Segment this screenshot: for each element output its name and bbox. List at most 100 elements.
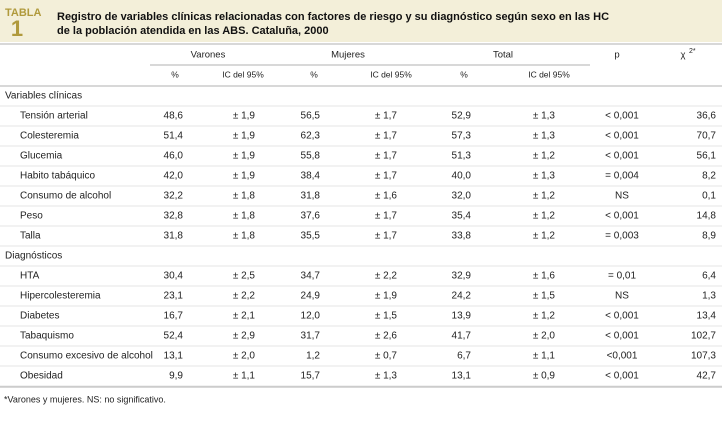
- cell: < 0,001: [605, 151, 639, 162]
- cell: ± 1,7: [375, 111, 398, 122]
- cell: 1,3: [702, 291, 716, 302]
- cell: 32,0: [452, 191, 472, 202]
- cell: 31,7: [301, 331, 321, 342]
- cell: ± 1,3: [375, 371, 398, 382]
- cell: NS: [615, 191, 629, 202]
- cell: Tabaquismo: [20, 331, 74, 342]
- cell: 62,3: [301, 131, 321, 142]
- cell: ± 1,2: [533, 211, 556, 222]
- cell: 51,4: [164, 131, 184, 142]
- cell: 38,4: [301, 171, 321, 182]
- group-header: Varones: [191, 50, 226, 61]
- cell: 23,1: [164, 291, 184, 302]
- cell: 102,7: [691, 331, 716, 342]
- cell: ± 1,9: [233, 151, 256, 162]
- cell: 13,1: [164, 351, 184, 362]
- cell: 30,4: [164, 271, 184, 282]
- cell: ± 1,9: [233, 131, 256, 142]
- sub-header: IC del 95%: [370, 69, 412, 79]
- cell: 34,7: [301, 271, 321, 282]
- cell: ± 1,3: [533, 171, 556, 182]
- chi-superscript: 2*: [689, 48, 696, 55]
- cell: 37,6: [301, 211, 321, 222]
- cell: Obesidad: [20, 371, 63, 382]
- cell: ± 1,6: [375, 191, 398, 202]
- cell: 51,3: [452, 151, 472, 162]
- cell: 14,8: [697, 211, 717, 222]
- cell: ± 1,6: [533, 271, 556, 282]
- cell: ± 2,0: [533, 331, 556, 342]
- cell: ± 1,2: [533, 191, 556, 202]
- cell: ± 1,7: [375, 231, 398, 242]
- cell: 55,8: [301, 151, 321, 162]
- cell: 13,4: [697, 311, 717, 322]
- table-label: TABLA: [5, 7, 42, 19]
- sub-header: IC del 95%: [222, 69, 264, 79]
- cell: ± 1,1: [233, 371, 256, 382]
- cell: 13,1: [452, 371, 472, 382]
- cell: Colesteremia: [20, 131, 79, 142]
- cell: ± 1,8: [233, 211, 256, 222]
- cell: ± 1,9: [375, 291, 398, 302]
- section-title: Diagnósticos: [5, 251, 62, 262]
- cell: ± 2,6: [375, 331, 398, 342]
- cell: ± 1,7: [375, 171, 398, 182]
- cell: = 0,004: [605, 171, 639, 182]
- cell: 33,8: [452, 231, 472, 242]
- cell: Diabetes: [20, 311, 59, 322]
- cell: ± 1,3: [533, 131, 556, 142]
- cell: ± 1,8: [233, 231, 256, 242]
- footnote: *Varones y mujeres. NS: no significativo…: [4, 394, 166, 404]
- cell: 31,8: [301, 191, 321, 202]
- cell: Consumo de alcohol: [20, 191, 111, 202]
- cell: HTA: [20, 271, 40, 282]
- cell: ± 1,2: [533, 151, 556, 162]
- cell: Hipercolesteremia: [20, 291, 101, 302]
- cell: 8,2: [702, 171, 716, 182]
- cell: 32,8: [164, 211, 184, 222]
- cell: 56,1: [697, 151, 717, 162]
- cell: ± 1,9: [233, 171, 256, 182]
- sub-header: %: [171, 69, 179, 79]
- table-number: 1: [11, 16, 23, 41]
- cell: <0,001: [607, 351, 638, 362]
- cell: 0,1: [702, 191, 716, 202]
- cell: Peso: [20, 211, 43, 222]
- cell: 41,7: [452, 331, 472, 342]
- cell: ± 0,7: [375, 351, 398, 362]
- cell: 52,9: [452, 111, 472, 122]
- cell: < 0,001: [605, 331, 639, 342]
- cell: Glucemia: [20, 151, 63, 162]
- cell: ± 1,5: [533, 291, 556, 302]
- cell: 35,4: [452, 211, 472, 222]
- cell: ± 0,9: [533, 371, 556, 382]
- cell: 107,3: [691, 351, 716, 362]
- group-header: Total: [493, 50, 513, 61]
- cell: 32,2: [164, 191, 184, 202]
- cell: ± 1,3: [533, 111, 556, 122]
- header-band: [0, 0, 722, 42]
- cell: ± 1,7: [375, 131, 398, 142]
- cell: < 0,001: [605, 311, 639, 322]
- cell: Habito tabáquico: [20, 171, 95, 182]
- cell: < 0,001: [605, 211, 639, 222]
- cell: ± 1,9: [233, 111, 256, 122]
- sub-header: %: [460, 69, 468, 79]
- cell: 48,6: [164, 111, 184, 122]
- cell: ± 2,2: [375, 271, 398, 282]
- cell: 31,8: [164, 231, 184, 242]
- sub-header: IC del 95%: [528, 69, 570, 79]
- cell: ± 2,5: [233, 271, 256, 282]
- cell: 12,0: [301, 311, 321, 322]
- cell: 1,2: [306, 351, 320, 362]
- cell: 15,7: [301, 371, 321, 382]
- group-header: Mujeres: [331, 50, 365, 61]
- cell: ± 1,1: [533, 351, 556, 362]
- cell: ± 1,8: [233, 191, 256, 202]
- cell: 70,7: [697, 131, 717, 142]
- cell: < 0,001: [605, 111, 639, 122]
- cell: ± 2,0: [233, 351, 256, 362]
- cell: 6,4: [702, 271, 716, 282]
- chi-header: χ: [681, 50, 686, 61]
